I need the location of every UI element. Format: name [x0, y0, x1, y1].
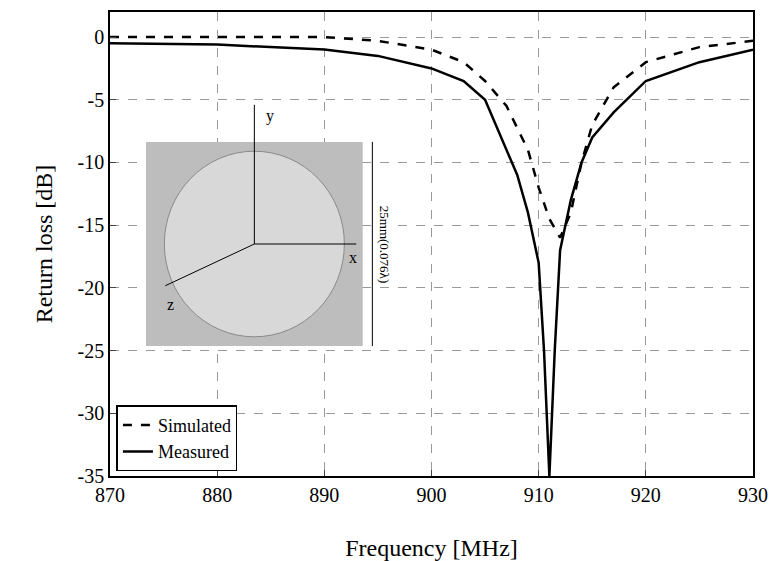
svg-text:900: 900 — [417, 484, 447, 506]
svg-text:870: 870 — [95, 484, 125, 506]
svg-text:-25: -25 — [78, 340, 105, 362]
svg-text:890: 890 — [309, 484, 339, 506]
svg-text:930: 930 — [738, 484, 768, 506]
svg-text:-15: -15 — [78, 214, 105, 236]
svg-text:0: 0 — [94, 26, 104, 48]
svg-text:z: z — [167, 296, 174, 313]
svg-text:Simulated: Simulated — [158, 416, 231, 436]
svg-text:Return loss [dB]: Return loss [dB] — [31, 165, 57, 324]
svg-text:y: y — [266, 107, 274, 125]
svg-text:920: 920 — [631, 484, 661, 506]
svg-text:Frequency [MHz]: Frequency [MHz] — [345, 535, 518, 561]
svg-text:-10: -10 — [78, 151, 105, 173]
svg-text:Measured: Measured — [158, 442, 229, 462]
svg-text:-20: -20 — [78, 277, 105, 299]
svg-text:880: 880 — [202, 484, 232, 506]
svg-text:25mm(0.076λ): 25mm(0.076λ) — [377, 206, 392, 283]
svg-text:-5: -5 — [88, 89, 105, 111]
svg-text:-30: -30 — [78, 402, 105, 424]
svg-text:-35: -35 — [78, 465, 105, 487]
svg-text:910: 910 — [524, 484, 554, 506]
svg-text:x: x — [349, 249, 357, 266]
